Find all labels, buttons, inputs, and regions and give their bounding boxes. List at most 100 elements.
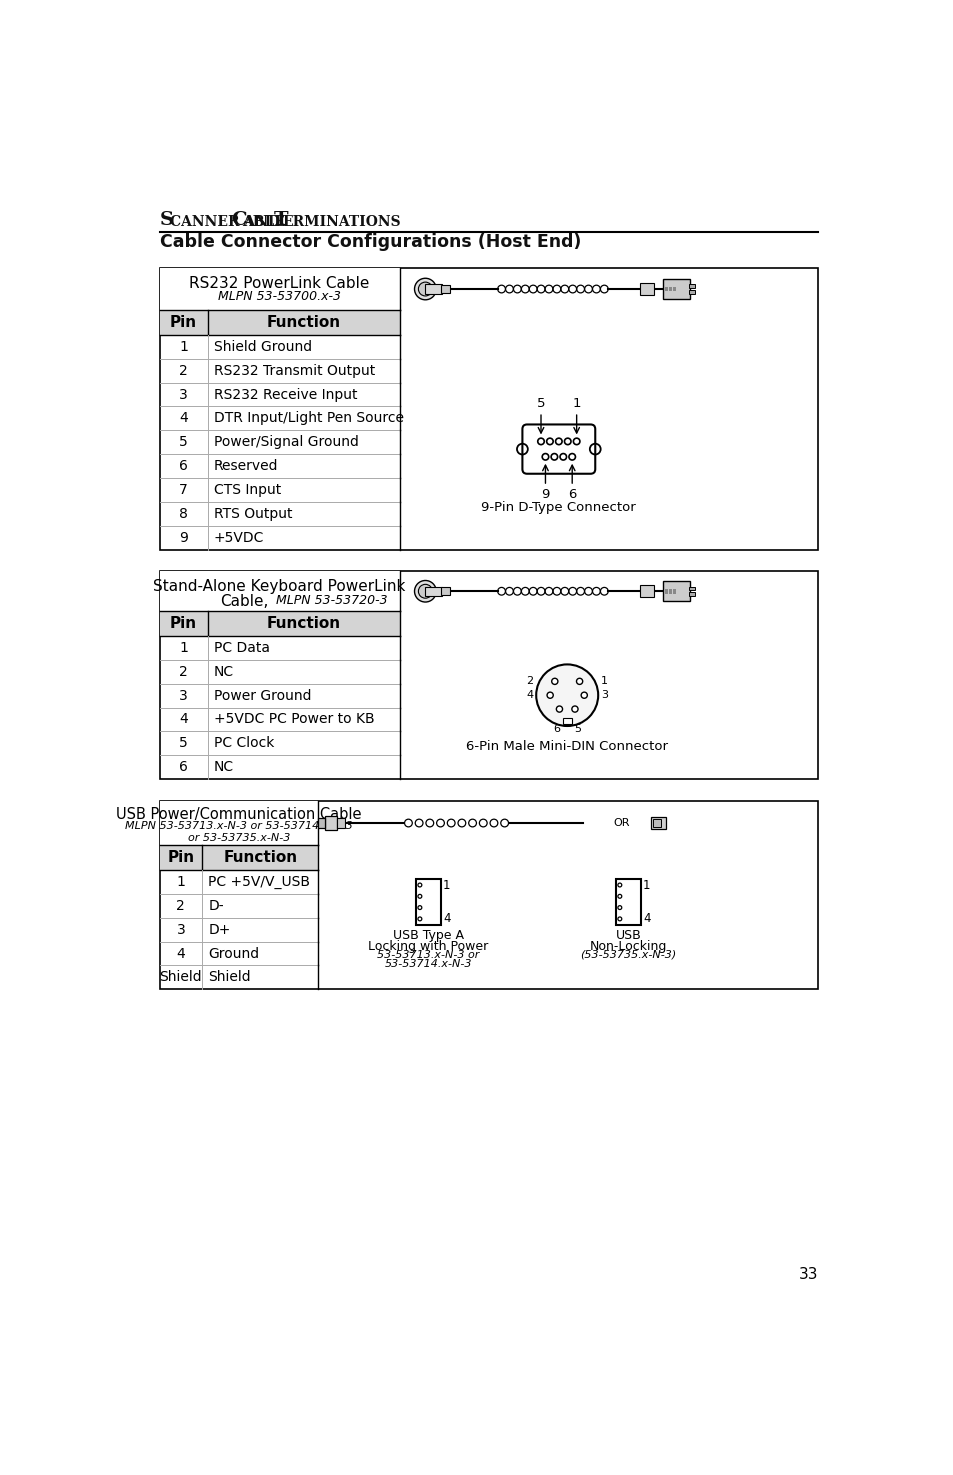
Text: ABLE: ABLE [241,215,289,229]
Text: RS232 PowerLink Cable: RS232 PowerLink Cable [190,276,370,291]
Text: MLPN 53-53713.x-N-3 or 53-53714.x-N-3: MLPN 53-53713.x-N-3 or 53-53714.x-N-3 [125,820,353,830]
Text: Non-Locking: Non-Locking [589,940,666,953]
Text: D-: D- [208,898,224,913]
Bar [662,581,690,602]
Bar [159,801,318,845]
Text: Pin: Pin [167,850,194,866]
Text: Cable Connector Configurations (Host End): Cable Connector Configurations (Host End… [159,233,580,251]
Text: 33: 33 [798,1267,818,1282]
Text: 6: 6 [553,724,560,735]
Bar [639,586,653,597]
Text: Shield Ground: Shield Ground [213,339,312,354]
Text: 7: 7 [179,482,188,497]
Text: 1: 1 [176,875,185,889]
Text: 6-Pin Male Mini-DIN Connector: 6-Pin Male Mini-DIN Connector [466,740,667,752]
FancyBboxPatch shape [522,425,595,473]
Circle shape [546,692,553,698]
Text: 4: 4 [179,412,188,425]
Bar [688,289,694,294]
Text: ERMINATIONS: ERMINATIONS [282,215,401,229]
Text: 4: 4 [179,712,188,727]
Text: 4: 4 [442,913,450,925]
Text: PC Clock: PC Clock [213,736,274,751]
Text: 5: 5 [537,397,545,410]
Text: 4: 4 [642,913,650,925]
Text: USB Power/Communication Cable: USB Power/Communication Cable [116,807,361,822]
Text: 2: 2 [179,364,188,378]
Text: 1: 1 [179,640,188,655]
Circle shape [571,707,578,712]
Bar [159,268,818,550]
Bar [688,285,694,288]
Text: 53-53714.x-N-3: 53-53714.x-N-3 [384,959,472,969]
Text: 4: 4 [525,690,533,701]
Circle shape [551,678,558,684]
Text: (53-53735.x-N-3): (53-53735.x-N-3) [579,950,676,960]
Text: 1: 1 [600,677,608,686]
Bar [440,587,450,594]
Text: +5VDC PC Power to KB: +5VDC PC Power to KB [213,712,374,727]
Bar [324,816,336,830]
Bar [669,589,671,593]
Bar [318,819,324,827]
Bar [416,879,440,925]
Circle shape [536,664,598,726]
Text: 9: 9 [179,531,188,544]
Bar [159,611,399,636]
Text: CTS Input: CTS Input [213,482,281,497]
Text: 1: 1 [442,879,450,891]
Bar [159,571,818,779]
Text: 2: 2 [179,665,188,678]
Bar [425,285,442,294]
Text: S: S [159,211,173,229]
Circle shape [576,678,582,684]
Text: USB: USB [615,929,640,943]
Text: PC Data: PC Data [213,640,270,655]
Bar [159,571,399,611]
Text: Pin: Pin [170,617,197,631]
Bar [616,879,640,925]
Text: 5: 5 [179,736,188,751]
Bar [653,819,660,827]
Text: T: T [274,211,289,229]
Text: MLPN 53-53700.x-3: MLPN 53-53700.x-3 [218,291,341,304]
Text: OR: OR [613,819,629,827]
Text: D+: D+ [208,923,231,937]
Bar [159,310,399,335]
Text: Function: Function [266,316,340,330]
Circle shape [556,707,562,712]
Text: NC: NC [213,665,233,678]
Text: 3: 3 [600,690,608,701]
Text: 4: 4 [176,947,185,960]
Text: 2: 2 [525,677,533,686]
Text: 6: 6 [179,760,188,774]
Text: Power/Signal Ground: Power/Signal Ground [213,435,358,450]
Bar [440,285,450,294]
Text: Power Ground: Power Ground [213,689,311,702]
Circle shape [418,282,432,296]
Text: 3: 3 [179,388,188,401]
Text: MLPN 53-53720-3: MLPN 53-53720-3 [272,594,387,608]
Text: 6: 6 [179,459,188,473]
Bar [650,817,666,829]
Text: Reserved: Reserved [213,459,278,473]
Text: NC: NC [213,760,233,774]
Text: USB Type A: USB Type A [393,929,463,943]
Bar [665,286,667,292]
Text: 6: 6 [567,488,576,502]
Bar [673,589,675,593]
Text: Ground: Ground [208,947,259,960]
Circle shape [580,692,587,698]
Bar [639,283,653,295]
Text: C: C [232,211,247,229]
Text: 53-53713.x-N-3 or: 53-53713.x-N-3 or [376,950,479,960]
Text: DTR Input/Light Pen Source: DTR Input/Light Pen Source [213,412,403,425]
Circle shape [415,279,436,299]
Text: 3: 3 [176,923,185,937]
Text: Function: Function [223,850,297,866]
Text: RTS Output: RTS Output [213,507,292,521]
Text: Shield: Shield [208,971,251,984]
Text: RS232 Transmit Output: RS232 Transmit Output [213,364,375,378]
Bar [159,845,318,870]
Bar [665,589,667,593]
